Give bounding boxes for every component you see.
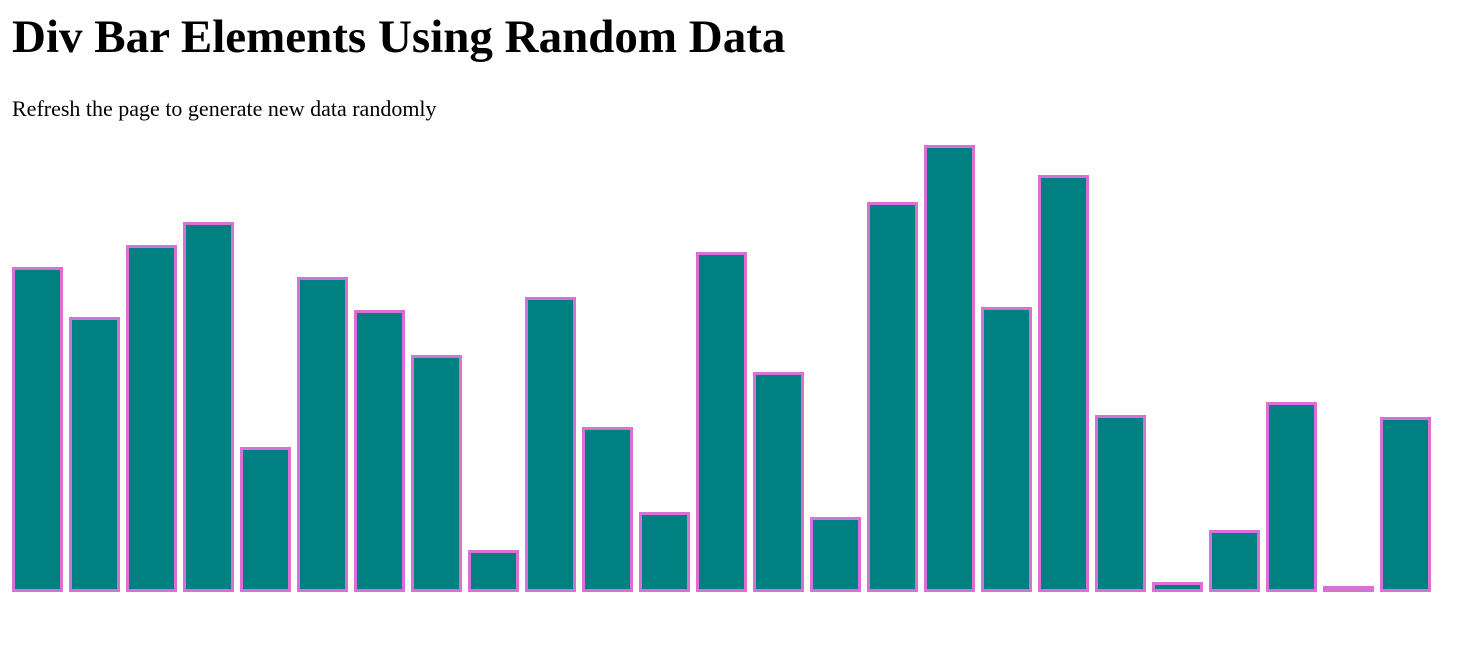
bar-17 <box>924 144 975 592</box>
bar-7 <box>354 309 405 592</box>
bar-23 <box>1266 402 1317 592</box>
bar-24 <box>1323 586 1374 592</box>
bar-21 <box>1152 582 1203 592</box>
bar-8 <box>411 354 462 592</box>
bar-1 <box>12 267 63 592</box>
bar-14 <box>753 372 804 592</box>
bar-10 <box>525 297 576 592</box>
bar-13 <box>696 252 747 592</box>
bar-11 <box>582 427 633 592</box>
bar-5 <box>240 447 291 592</box>
bar-9 <box>468 549 519 592</box>
page-title: Div Bar Elements Using Random Data <box>12 11 786 63</box>
bar-6 <box>297 277 348 592</box>
bar-3 <box>126 244 177 592</box>
bar-16 <box>867 202 918 592</box>
bar-2 <box>69 317 120 592</box>
bar-22 <box>1209 529 1260 592</box>
bar-12 <box>639 512 690 592</box>
bar-18 <box>981 307 1032 592</box>
bar-19 <box>1038 174 1089 592</box>
bar-25 <box>1380 417 1431 592</box>
bar-4 <box>183 222 234 592</box>
bar-15 <box>810 517 861 592</box>
bar-20 <box>1095 414 1146 592</box>
page-subtitle: Refresh the page to generate new data ra… <box>12 96 437 121</box>
